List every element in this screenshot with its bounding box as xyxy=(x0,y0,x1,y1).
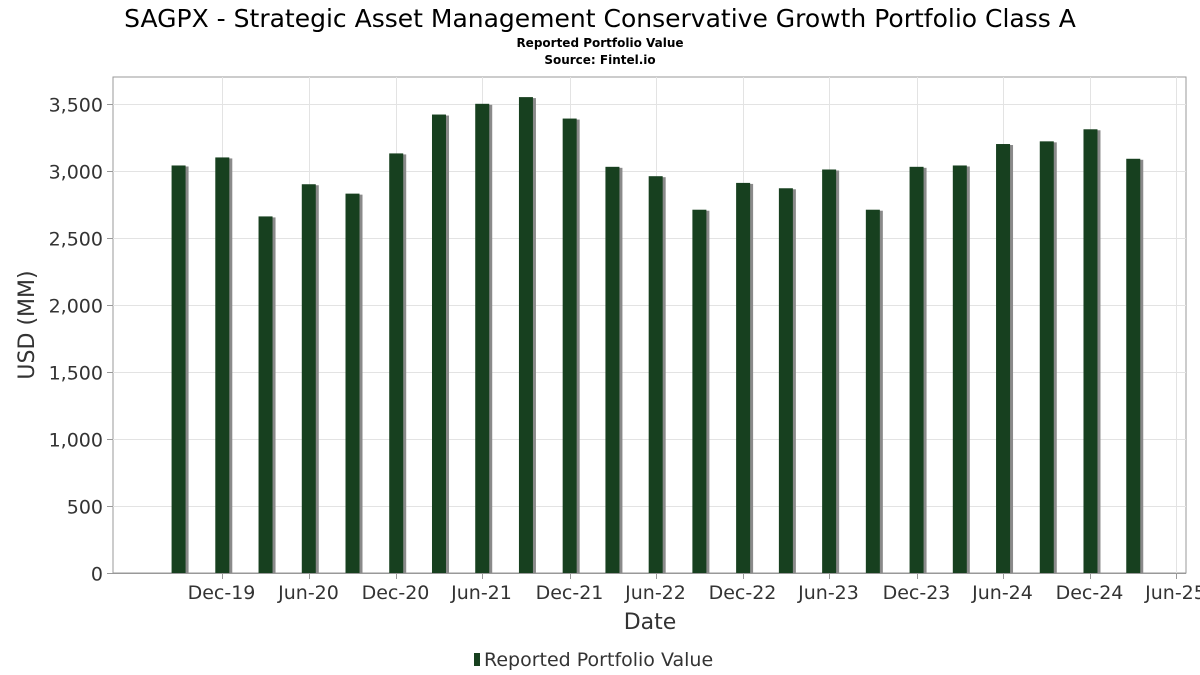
y-tick-label: 0 xyxy=(91,564,103,586)
y-tick-label: 2,500 xyxy=(49,229,103,251)
bar xyxy=(692,209,707,574)
x-tick-label: Dec-23 xyxy=(883,582,951,604)
bar xyxy=(996,144,1011,573)
x-tick-label: Dec-20 xyxy=(362,582,430,604)
x-tick-label: Jun-24 xyxy=(971,582,1033,604)
y-tick-label: 1,000 xyxy=(49,430,103,452)
y-tick-label: 3,500 xyxy=(49,95,103,117)
bar xyxy=(952,165,967,573)
bar xyxy=(171,165,186,573)
bar xyxy=(518,97,533,574)
bar xyxy=(822,169,837,573)
x-tick-label: Dec-19 xyxy=(188,582,256,604)
chart-source: Source: Fintel.io xyxy=(544,53,655,67)
x-axis-title: Date xyxy=(624,610,677,635)
bar xyxy=(258,216,273,574)
y-axis-title: USD (MM) xyxy=(15,270,40,379)
x-tick-label: Dec-22 xyxy=(709,582,777,604)
bar xyxy=(562,118,577,573)
x-tick-label: Dec-21 xyxy=(536,582,604,604)
bar xyxy=(301,184,316,574)
bar xyxy=(736,182,751,573)
bar xyxy=(215,157,230,573)
y-tick-label: 1,500 xyxy=(49,363,103,385)
legend[interactable]: Reported Portfolio Value xyxy=(474,649,713,671)
bar xyxy=(909,166,924,573)
plot-area: 0 500 1,000 1,500 2,000 2,500 3,000 3,500 Dec-19… xyxy=(49,76,1200,604)
y-tick-label: 2,000 xyxy=(49,296,103,318)
x-tick-label: Jun-22 xyxy=(624,582,686,604)
bar xyxy=(345,193,360,574)
x-tick-label: Jun-20 xyxy=(277,582,339,604)
legend-swatch xyxy=(474,653,480,666)
chart-title: SAGPX - Strategic Asset Management Conse… xyxy=(124,4,1076,33)
legend-label: Reported Portfolio Value xyxy=(484,649,713,671)
y-tick-label: 500 xyxy=(67,497,103,519)
bar xyxy=(431,114,446,574)
bar xyxy=(1039,141,1054,573)
bar xyxy=(865,209,880,574)
x-tick-label: Dec-24 xyxy=(1056,582,1124,604)
bar xyxy=(605,166,620,573)
chart-subtitle: Reported Portfolio Value xyxy=(516,36,683,50)
bar xyxy=(475,103,490,573)
bar xyxy=(1083,129,1098,574)
bar xyxy=(1126,158,1141,573)
bar xyxy=(778,188,793,573)
x-tick-label: Jun-23 xyxy=(797,582,859,604)
x-tick-label: Jun-21 xyxy=(450,582,512,604)
bar xyxy=(648,176,663,573)
y-tick-label: 3,000 xyxy=(49,162,103,184)
x-tick-label: Jun-25 xyxy=(1144,582,1200,604)
bar xyxy=(389,153,404,573)
